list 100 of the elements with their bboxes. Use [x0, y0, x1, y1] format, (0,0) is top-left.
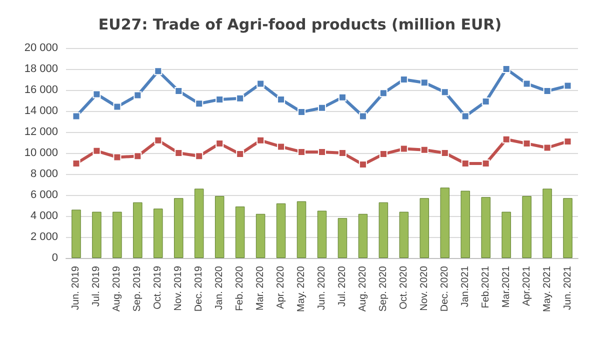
x-tick-label: Jul. 2020: [336, 266, 348, 307]
point: [256, 136, 265, 144]
point: [216, 140, 224, 148]
bar: [317, 210, 327, 258]
point: [482, 160, 490, 168]
point: [502, 135, 510, 144]
bar: [338, 218, 348, 258]
bar: [481, 197, 490, 258]
bar: [256, 214, 266, 258]
point: [379, 89, 388, 98]
point: [502, 65, 510, 73]
bar: [276, 203, 286, 258]
point: [420, 146, 428, 154]
point: [134, 91, 142, 100]
x-tick-label: Oct. 2019: [152, 266, 164, 310]
point: [174, 149, 183, 157]
y-tick-label: 4 000: [30, 210, 58, 222]
x-tick-label: Apr.2021: [521, 266, 532, 306]
x-tick-label: Jan. 2020: [214, 266, 226, 310]
bar: [174, 198, 184, 258]
x-tick-label: Sep. 2019: [132, 266, 144, 312]
point: [92, 90, 101, 98]
y-tick-label: 0: [52, 252, 58, 264]
bar: [378, 202, 388, 258]
point: [154, 67, 162, 76]
y-tick-label: 10 000: [24, 147, 58, 159]
point: [277, 95, 286, 104]
point: [113, 102, 122, 111]
bar: [502, 212, 511, 258]
bar: [92, 212, 102, 258]
bar: [154, 208, 163, 258]
point: [461, 160, 470, 168]
point: [379, 150, 388, 158]
x-tick-label: Nov. 2019: [173, 266, 184, 311]
bar: [214, 196, 224, 258]
x-tick-label: Mar. 2020: [255, 266, 266, 310]
y-tick-label: 12 000: [24, 126, 58, 138]
x-tick-label: Apr. 2020: [276, 266, 287, 309]
bar: [72, 210, 81, 258]
point: [522, 80, 531, 88]
point: [420, 78, 428, 87]
point: [338, 93, 346, 102]
point: [564, 82, 572, 90]
point: [338, 149, 346, 157]
chart-title: EU27: Trade of Agri-food products (million EUR): [98, 16, 502, 34]
x-tick-label: Feb. 2020: [234, 266, 246, 312]
y-tick-label: 16 000: [24, 84, 58, 96]
bar: [522, 196, 532, 258]
x-tick-label: Aug. 2020: [357, 266, 368, 312]
bar: [296, 201, 306, 258]
x-tick-label: Mar.2021: [500, 266, 512, 308]
x-tick-label: Dec. 2020: [439, 266, 450, 312]
y-tick-label: 2 000: [30, 231, 58, 243]
x-tick-label: Sep. 2020: [378, 266, 389, 312]
bar: [133, 202, 142, 258]
point: [358, 112, 367, 120]
bar: [460, 190, 470, 258]
bar: [420, 198, 430, 258]
x-tick-label: Oct. 2020: [398, 266, 410, 310]
x-tick-label: Jan.2021: [460, 266, 471, 308]
x-tick-label: Jul. 2019: [91, 266, 102, 307]
point: [72, 112, 80, 120]
x-tick-label: Jun. 2021: [562, 266, 574, 310]
bar: [542, 188, 552, 258]
x-tick-label: May. 2020: [296, 266, 308, 312]
x-tick-label: Jun. 2019: [70, 266, 82, 310]
y-tick-label: 6 000: [30, 189, 58, 201]
bar: [563, 198, 572, 258]
point: [277, 142, 286, 151]
point: [195, 100, 204, 108]
point: [113, 153, 122, 162]
bar: [235, 206, 245, 258]
point: [400, 144, 408, 153]
bar: [358, 214, 368, 258]
bar: [112, 212, 122, 258]
point: [72, 160, 80, 168]
y-tick-label: 18 000: [24, 63, 58, 75]
point: [195, 152, 204, 160]
point: [482, 98, 490, 106]
x-tick-label: Aug. 2019: [112, 266, 123, 312]
x-tick-label: Jun. 2020: [316, 266, 328, 310]
x-tick-label: Feb.2021: [480, 266, 492, 308]
point: [400, 76, 408, 84]
point: [154, 136, 162, 144]
point: [440, 88, 449, 96]
bar: [399, 212, 409, 258]
point: [92, 146, 101, 155]
x-tick-label: Dec. 2019: [194, 266, 205, 312]
y-tick-label: 8 000: [30, 168, 58, 180]
point: [256, 80, 265, 88]
point: [461, 112, 470, 120]
point: [440, 149, 449, 157]
point: [318, 104, 326, 112]
bar: [440, 188, 450, 258]
y-tick-label: 14 000: [24, 105, 58, 117]
point: [134, 152, 142, 160]
point: [543, 144, 552, 152]
x-tick-label: Nov. 2020: [418, 266, 430, 311]
x-tick-label: May. 2021: [542, 266, 553, 312]
bar: [194, 188, 204, 258]
